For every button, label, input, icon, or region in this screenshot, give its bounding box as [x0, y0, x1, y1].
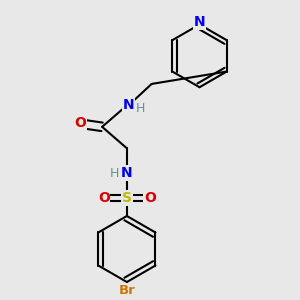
- Text: O: O: [98, 191, 110, 205]
- Text: O: O: [144, 191, 156, 205]
- Text: N: N: [194, 15, 205, 29]
- Text: Br: Br: [118, 284, 135, 297]
- Text: N: N: [123, 98, 134, 112]
- Text: O: O: [74, 116, 86, 130]
- Text: N: N: [121, 166, 133, 180]
- Text: H: H: [110, 167, 119, 180]
- Text: S: S: [122, 191, 132, 205]
- Text: H: H: [136, 101, 146, 115]
